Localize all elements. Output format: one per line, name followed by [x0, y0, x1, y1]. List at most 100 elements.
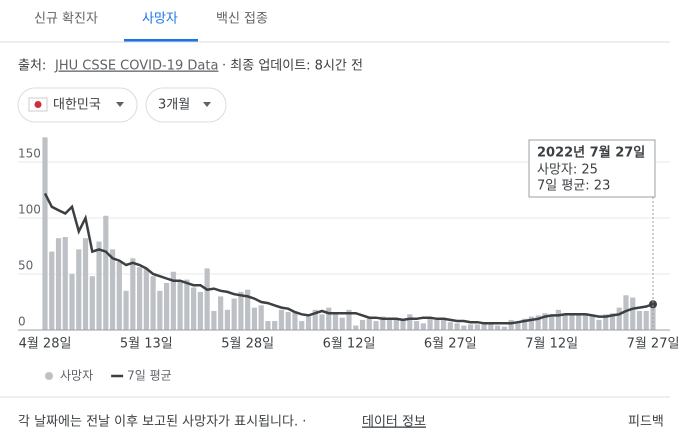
legend-label: 7일 평균 — [127, 369, 172, 383]
bar — [312, 309, 318, 330]
bar — [650, 302, 656, 330]
bar — [596, 319, 602, 330]
source-label: 출처: — [18, 59, 46, 74]
bar — [528, 316, 534, 330]
bar — [501, 326, 507, 330]
y-tick-label: 100 — [18, 203, 41, 217]
bar — [630, 297, 636, 330]
bar — [447, 322, 453, 330]
tab[interactable]: 신규 확진자 — [34, 12, 98, 27]
bar — [609, 313, 616, 330]
bar — [69, 274, 75, 330]
tooltip-date: 2022년 7월 27일 — [537, 145, 645, 161]
tooltip: 2022년 7월 27일 사망자: 25 7일 평균: 23 — [528, 139, 656, 198]
tab[interactable]: 백신 접종 — [216, 12, 268, 27]
x-tick-label: 4월 28일 — [19, 337, 72, 352]
bar — [353, 325, 359, 330]
bar — [238, 291, 244, 330]
bar — [549, 315, 555, 330]
bar — [49, 251, 55, 330]
legend: 사망자 7일 평균 — [45, 369, 172, 383]
bar — [116, 261, 122, 330]
bar — [386, 317, 393, 330]
dropdown-text: 3개월 — [158, 98, 190, 113]
plot: 0 50 100 150 4월 28일 5월 13일 5월 28일 6월 12일 6월 27일 7… — [18, 137, 680, 352]
bar — [616, 307, 622, 330]
bar — [481, 323, 487, 330]
bar — [204, 268, 210, 330]
bar — [305, 316, 312, 330]
flag-mark — [34, 101, 42, 108]
y-tick-label: 50 — [18, 259, 33, 273]
bar — [542, 313, 548, 330]
bar — [191, 287, 197, 330]
dropdown-text: 대한민국 — [53, 98, 101, 113]
bar — [434, 319, 440, 330]
bar — [285, 312, 291, 330]
highlight-dot — [649, 300, 657, 309]
bar — [96, 241, 102, 330]
bar — [400, 318, 406, 330]
bar — [535, 315, 541, 330]
y-tick-label: 0 — [18, 315, 26, 329]
bar — [440, 317, 447, 330]
bar — [454, 323, 460, 330]
bar — [332, 312, 339, 330]
bar — [508, 319, 514, 330]
bar — [427, 318, 433, 330]
bar — [366, 318, 372, 330]
bar — [319, 314, 325, 330]
tab[interactable]: 사망자 — [142, 12, 178, 27]
bar — [123, 290, 129, 330]
bar — [555, 309, 562, 330]
bar — [130, 258, 136, 330]
legend-swatch — [45, 372, 53, 380]
bar — [326, 307, 332, 330]
bar — [582, 313, 589, 330]
bar — [150, 276, 156, 330]
x-tick-label: 6월 27일 — [424, 337, 477, 352]
bar — [488, 323, 494, 330]
bar — [82, 238, 89, 330]
x-tick-label: 7월 27일 — [627, 337, 680, 352]
bar — [177, 280, 183, 330]
footer-link[interactable]: 데이터 정보 — [362, 415, 426, 430]
bar — [474, 324, 480, 330]
bar — [468, 324, 474, 330]
bar — [576, 313, 582, 330]
bar — [603, 314, 609, 330]
bar — [89, 276, 95, 330]
bar — [231, 298, 237, 330]
bar — [515, 322, 521, 330]
bar — [346, 309, 352, 330]
bar — [589, 315, 595, 330]
bar — [224, 309, 230, 330]
legend-label: 사망자 — [60, 369, 93, 383]
country-dropdown[interactable] — [17, 87, 138, 123]
source-update: · 최종 업데이트: 8시간 전 — [222, 59, 363, 74]
bar — [413, 321, 420, 330]
bar — [636, 310, 643, 330]
bar — [218, 296, 224, 330]
feedback[interactable]: 피드백 — [628, 415, 664, 430]
bar — [251, 307, 258, 330]
bar — [569, 313, 575, 330]
bar — [393, 319, 399, 330]
bar — [380, 316, 386, 330]
bar — [278, 309, 285, 330]
average-line — [43, 192, 654, 325]
bar — [495, 325, 501, 330]
range-dropdown[interactable] — [145, 87, 227, 123]
bar — [420, 323, 426, 330]
bar — [184, 279, 190, 330]
bar — [136, 267, 143, 330]
bar — [157, 290, 163, 330]
footer-note: 각 날짜에는 전날 이후 보고된 사망자가 표시됩니다. · — [18, 415, 306, 430]
x-tick-label: 7월 12일 — [525, 337, 578, 352]
bar — [623, 295, 629, 330]
x-tick-label: 6월 12일 — [323, 337, 376, 352]
source-link[interactable]: JHU CSSE COVID-19 Data — [54, 59, 218, 74]
bar — [109, 249, 116, 330]
tooltip-box — [528, 139, 656, 198]
bar — [55, 238, 62, 330]
